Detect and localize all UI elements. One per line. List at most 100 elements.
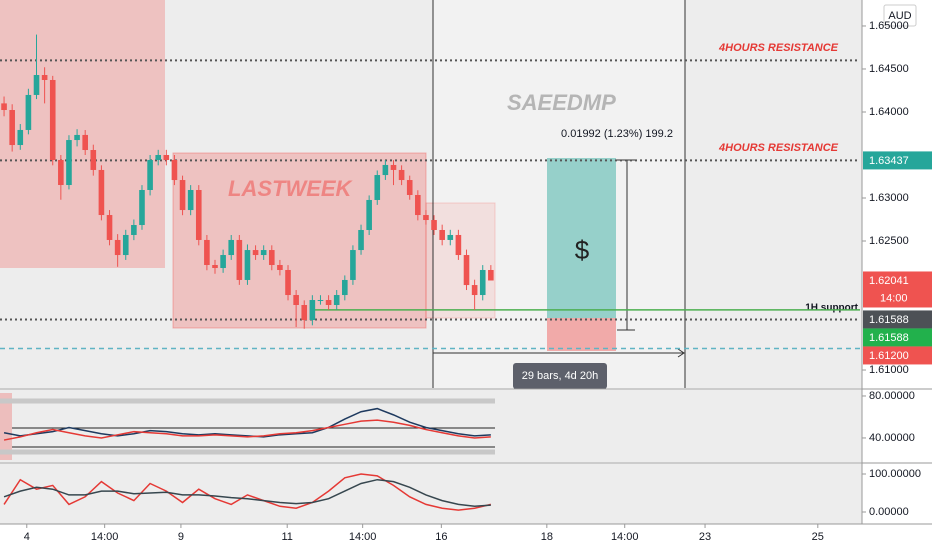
candle-body: [382, 164, 389, 176]
candle-body: [333, 295, 340, 305]
price-label: 1.61588: [869, 314, 909, 326]
candle-body: [488, 269, 494, 281]
x-tick-label: 11: [281, 531, 292, 543]
price-label: 1.63437: [869, 155, 909, 167]
y-tick-label: 1.64500: [869, 63, 909, 75]
y-tick-label: 1.64000: [869, 106, 909, 118]
candle-body: [439, 229, 445, 240]
candle-body: [90, 150, 97, 170]
candle-body: [228, 239, 235, 256]
candle-body: [33, 75, 40, 95]
candle-body: [49, 79, 56, 160]
candle-body: [358, 229, 364, 251]
candle-body: [163, 154, 170, 160]
candle-body: [82, 134, 88, 151]
candle-body: [415, 194, 421, 216]
x-tick-label: 16: [435, 531, 447, 543]
y-tick-label: 1.62500: [869, 235, 909, 247]
candle-body: [244, 250, 251, 280]
candle-body: [74, 134, 80, 141]
countdown: 14:00: [880, 292, 908, 304]
y-tick-label: 100.00000: [869, 468, 921, 480]
y-tick-label: 1.61000: [869, 364, 909, 376]
candle-body: [431, 220, 437, 230]
candle-body: [41, 75, 48, 80]
y-tick-label: 0.00000: [869, 506, 909, 518]
candle-body: [398, 169, 405, 181]
x-tick-label: 25: [812, 531, 824, 543]
candle-body: [147, 159, 153, 191]
candle-body: [17, 129, 24, 146]
candle-body: [9, 110, 15, 146]
x-tick-label: 14:00: [91, 531, 119, 543]
indicator-line: [3, 478, 491, 508]
candle-body: [204, 239, 210, 266]
y-tick-label: 40.00000: [869, 432, 915, 444]
resistance-label: 4HOURS RESISTANCE: [718, 42, 839, 54]
x-tick-label: 18: [541, 531, 553, 543]
price-label: 1.62041: [869, 275, 909, 287]
x-tick-label: 23: [699, 531, 711, 543]
price-label-box: [863, 310, 932, 329]
measure-label: 0.01992 (1.23%) 199.2: [561, 128, 673, 140]
currency-badge[interactable]: [883, 4, 917, 27]
candle-body: [114, 239, 121, 256]
x-tick-label: 14:00: [349, 531, 377, 543]
watermark: SAEEDMP: [507, 90, 616, 115]
range-box: [0, 0, 165, 268]
candle-body: [342, 279, 348, 296]
currency-label: AUD: [888, 10, 911, 22]
price-label: 1.61200: [869, 350, 909, 362]
range-box: [172, 152, 427, 329]
dollar-sign: $: [575, 235, 590, 265]
candle-body: [463, 255, 470, 286]
candle-body: [98, 169, 105, 216]
range-box: [425, 202, 496, 319]
candle-body: [187, 190, 194, 211]
candle-body: [179, 180, 186, 211]
candle-body: [479, 269, 486, 296]
resistance-label: 4HOURS RESISTANCE: [718, 142, 839, 154]
indicator-line: [3, 473, 492, 511]
candle-body: [455, 234, 462, 256]
candle-body: [1, 103, 7, 111]
candle-body: [236, 239, 243, 280]
candle-body: [374, 175, 381, 200]
candle-body: [406, 180, 413, 195]
candle-body: [252, 250, 259, 256]
loss-zone: [547, 318, 616, 351]
price-label-box: [863, 271, 932, 308]
candle-body: [66, 140, 72, 186]
y-tick-label: 1.65000: [869, 20, 909, 32]
candle-body: [350, 250, 356, 280]
candle-body: [301, 304, 308, 321]
candle-body: [260, 250, 267, 256]
arrow-head: [677, 348, 685, 358]
candle-body: [285, 269, 291, 296]
price-label-box: [863, 346, 932, 365]
oscillator-pane: [0, 464, 862, 524]
x-tick-label: 9: [178, 531, 184, 543]
candle-body: [471, 285, 478, 296]
candle-body: [25, 94, 32, 130]
candle-body: [268, 250, 275, 266]
candle-body: [58, 159, 64, 186]
candle-body: [390, 164, 397, 170]
indicator-line: [3, 407, 491, 438]
y-tick-label: 1.63000: [869, 192, 909, 204]
candle-body: [423, 215, 429, 221]
candle-body: [131, 225, 137, 235]
candle-body: [220, 255, 226, 269]
x-tick-label: 14:00: [611, 531, 639, 543]
candle-body: [447, 234, 454, 240]
candle-body: [106, 215, 113, 240]
support-label: 1H support: [805, 303, 858, 314]
candle-body: [139, 190, 145, 226]
range-box: [0, 393, 12, 460]
candle-body: [309, 300, 316, 321]
indicator-line: [3, 419, 491, 441]
candle-body: [155, 154, 162, 160]
profit-zone: [547, 158, 616, 318]
price-label: 1.61588: [869, 332, 909, 344]
